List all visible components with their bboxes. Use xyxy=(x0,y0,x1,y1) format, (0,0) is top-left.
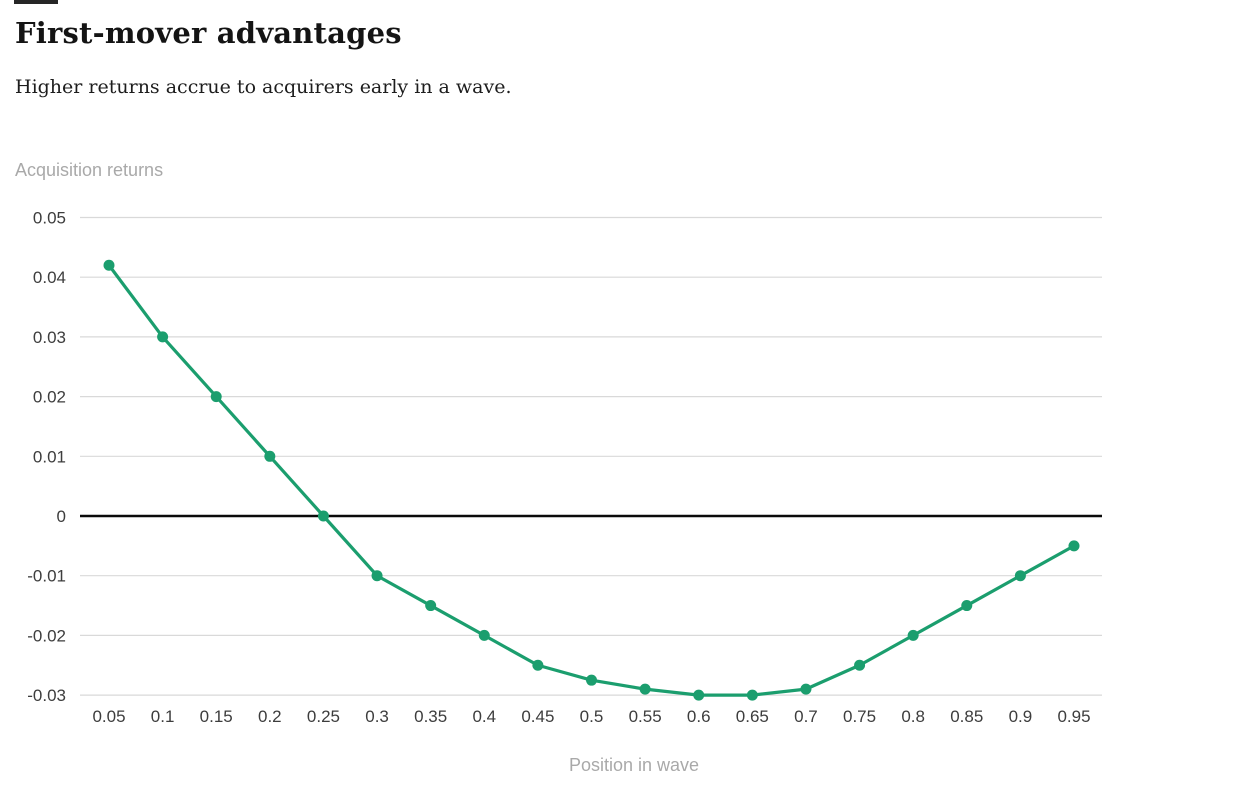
data-point-marker xyxy=(371,570,383,582)
data-point-marker xyxy=(425,600,437,612)
data-point-marker xyxy=(746,689,758,701)
data-point-marker xyxy=(317,510,329,522)
y-tick-label: -0.03 xyxy=(27,686,66,705)
series-line xyxy=(107,263,1076,697)
y-tick-label: 0.05 xyxy=(33,208,66,227)
x-axis-title: Position in wave xyxy=(569,755,699,775)
data-point-marker xyxy=(693,689,705,701)
x-tick-label: 0.35 xyxy=(414,707,447,726)
x-tick-label: 0.4 xyxy=(472,707,496,726)
x-tick-label: 0.45 xyxy=(521,707,554,726)
data-point-marker xyxy=(1014,570,1026,582)
y-tick-label: -0.02 xyxy=(27,626,66,645)
y-tick-label: 0.02 xyxy=(33,388,66,407)
data-point-marker xyxy=(210,391,222,403)
y-tick-label: -0.01 xyxy=(27,567,66,586)
x-tick-label: 0.5 xyxy=(580,707,604,726)
x-tick-label: 0.25 xyxy=(307,707,340,726)
x-tick-label: 0.1 xyxy=(151,707,175,726)
y-axis-title: Acquisition returns xyxy=(15,160,164,180)
x-tick-label: 0.7 xyxy=(794,707,818,726)
x-tick-label: 0.95 xyxy=(1057,707,1090,726)
x-tick-label: 0.8 xyxy=(901,707,925,726)
y-tick-label: 0.04 xyxy=(33,268,66,287)
x-tick-label: 0.3 xyxy=(365,707,389,726)
data-point-marker xyxy=(264,450,276,462)
data-point-marker xyxy=(639,683,651,695)
data-point-marker xyxy=(961,600,973,612)
data-point-marker xyxy=(586,674,597,686)
x-tick-label: 0.65 xyxy=(736,707,769,726)
x-tick-label: 0.6 xyxy=(687,707,711,726)
page-title: First-mover advantages xyxy=(15,16,402,50)
y-tick-label: 0 xyxy=(57,507,66,526)
chart-subtitle: Higher returns accrue to acquirers early… xyxy=(15,76,512,98)
x-tick-label: 0.9 xyxy=(1009,707,1033,726)
data-point-marker xyxy=(907,629,919,641)
x-tick-label: 0.55 xyxy=(629,707,662,726)
x-tick-label: 0.2 xyxy=(258,707,282,726)
y-tick-label: 0.03 xyxy=(33,328,66,347)
data-point-marker xyxy=(1068,540,1080,552)
x-tick-label: 0.05 xyxy=(92,707,125,726)
x-tick-label: 0.85 xyxy=(950,707,983,726)
y-tick-label: 0.01 xyxy=(33,447,66,466)
data-point-marker xyxy=(854,659,866,671)
data-point-marker xyxy=(157,331,169,343)
data-point-marker xyxy=(478,629,490,641)
x-tick-label: 0.15 xyxy=(200,707,233,726)
data-point-marker xyxy=(532,659,544,671)
x-tick-label: 0.75 xyxy=(843,707,876,726)
data-point-marker xyxy=(800,683,812,695)
data-point-marker xyxy=(103,259,115,271)
kicker-bar xyxy=(14,0,58,4)
